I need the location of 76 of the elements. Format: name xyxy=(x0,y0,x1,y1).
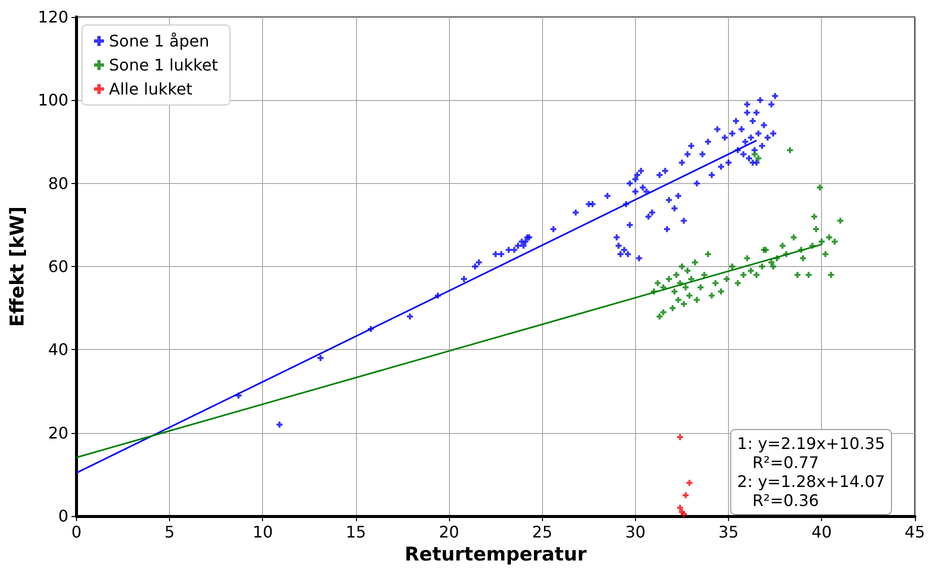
point xyxy=(686,292,692,299)
y-tick-label: 80 xyxy=(48,174,68,193)
point xyxy=(701,272,708,278)
point xyxy=(682,284,689,290)
point xyxy=(718,288,724,295)
legend-label: Sone 1 åpen xyxy=(109,32,210,50)
x-tick-label: 10 xyxy=(252,522,273,542)
point xyxy=(670,305,676,312)
point xyxy=(752,151,758,158)
point xyxy=(822,251,828,258)
point xyxy=(811,214,818,220)
x-tick-label: 0 xyxy=(71,522,82,542)
point xyxy=(680,511,687,518)
point xyxy=(740,272,746,278)
y-tick-label: 20 xyxy=(48,423,68,442)
point xyxy=(790,234,797,240)
point xyxy=(729,264,736,270)
point xyxy=(666,276,672,282)
point xyxy=(682,492,689,498)
point xyxy=(671,288,678,295)
point xyxy=(673,272,680,278)
y-tick-label: 100 xyxy=(38,90,68,110)
x-tick-label: 35 xyxy=(718,522,739,542)
point xyxy=(734,280,741,286)
point xyxy=(770,264,776,270)
legend-label: Alle lukket xyxy=(109,80,192,98)
point xyxy=(828,272,834,278)
point xyxy=(794,272,800,278)
point xyxy=(675,296,682,303)
point xyxy=(800,255,806,262)
point xyxy=(813,226,820,232)
point xyxy=(826,234,832,240)
point xyxy=(724,276,730,282)
point xyxy=(684,268,691,274)
point xyxy=(660,309,666,316)
x-axis-title: Returtemperatur xyxy=(404,544,588,566)
point xyxy=(692,259,698,266)
y-tick-label: 120 xyxy=(38,8,68,26)
point xyxy=(698,284,704,290)
x-tick-label: 20 xyxy=(438,522,460,542)
legend-label: Sone 1 lukket xyxy=(109,56,218,74)
x-tick-label: 45 xyxy=(904,522,925,542)
y-axis-title: Effekt [kW] xyxy=(6,206,28,327)
point xyxy=(744,255,750,262)
point xyxy=(816,184,823,191)
x-tick-label: 40 xyxy=(811,522,832,542)
point xyxy=(748,268,754,274)
y-tick-label: 40 xyxy=(48,340,68,360)
x-tick-label: 15 xyxy=(346,522,366,542)
point xyxy=(712,280,718,286)
point xyxy=(705,251,712,258)
point xyxy=(654,280,661,286)
point xyxy=(806,272,812,278)
x-tick-label: 25 xyxy=(532,522,552,542)
point xyxy=(786,147,793,154)
point xyxy=(818,238,825,245)
point xyxy=(678,264,685,270)
point xyxy=(755,155,762,162)
x-tick-label: 5 xyxy=(164,522,175,542)
point xyxy=(708,292,715,299)
point xyxy=(768,259,774,266)
point xyxy=(832,238,838,245)
point xyxy=(837,218,844,224)
point xyxy=(686,480,692,486)
point xyxy=(753,272,760,278)
point xyxy=(677,434,684,440)
annotation: 1: y=2.19x+10.35 R²=0.77 2: y=1.28x+14.07 R²=0.36 xyxy=(737,434,886,510)
point xyxy=(780,242,786,249)
point xyxy=(759,264,766,270)
point xyxy=(677,504,684,511)
point xyxy=(680,300,687,307)
y-tick-label: 0 xyxy=(58,506,68,526)
point xyxy=(656,313,663,320)
x-tick-label: 30 xyxy=(625,522,646,542)
point xyxy=(694,296,700,303)
y-tick-label: 60 xyxy=(48,257,68,276)
